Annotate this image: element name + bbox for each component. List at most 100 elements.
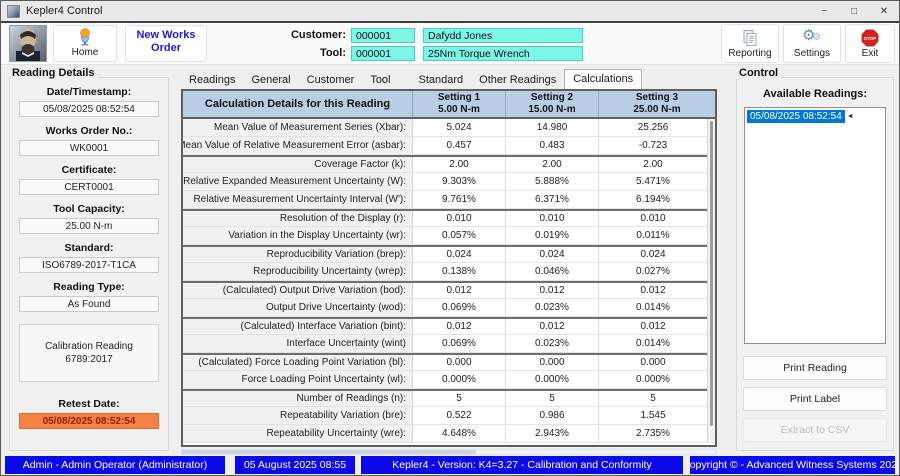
row-label: Reproducibility Uncertainty (wrep): xyxy=(183,263,413,280)
reading-list-item[interactable]: 05/08/2025 08:52:54 xyxy=(747,110,845,123)
row-value: 0.483 xyxy=(506,137,599,154)
horizontal-scrollbar[interactable] xyxy=(181,449,717,455)
row-label: Output Drive Uncertainty (wod): xyxy=(183,299,413,316)
row-value: 4.648% xyxy=(413,425,506,442)
row-value: 0.024 xyxy=(506,247,599,262)
row-value: 0.024 xyxy=(640,249,666,260)
tab-standard[interactable]: Standard xyxy=(418,74,464,86)
reading-field-label: Reading Type: xyxy=(53,281,125,293)
row-value: 5 xyxy=(650,393,656,404)
row-value: 0.019% xyxy=(506,227,599,244)
status-segment-0: Admin - Admin Operator (Administrator) xyxy=(5,456,225,474)
status-segment-2: Kepler4 - Version: K4=3.27 - Calibration… xyxy=(361,456,683,474)
row-value: 2.00 xyxy=(506,157,599,172)
table-row: Relative Expanded Measurement Uncertaint… xyxy=(183,173,707,191)
row-value: 6.371% xyxy=(506,191,599,208)
vertical-scrollbar-thumb[interactable] xyxy=(710,121,713,426)
table-row: Output Drive Uncertainty (wod): 0.069% 0.0… xyxy=(183,299,707,317)
row-value: 0.000 xyxy=(413,355,506,370)
row-label: Repeatability Uncertainty (wre): xyxy=(183,425,413,442)
row-value: 5.888% xyxy=(506,173,599,190)
title-bar: Kepler4 Control − □ ✕ xyxy=(1,1,899,21)
status-bar: Admin - Admin Operator (Administrator) 05… xyxy=(1,455,899,475)
reading-details-panel: Date/Timestamp: 05/08/2025 08:52:54 Works … xyxy=(9,77,169,451)
row-value: 0.012 xyxy=(506,283,599,298)
tab-general[interactable]: General xyxy=(251,74,291,86)
tab-other-readings[interactable]: Other Readings xyxy=(479,74,557,86)
print-reading-button[interactable]: Print Reading xyxy=(743,356,887,380)
reading-details-fields: Date/Timestamp: 05/08/2025 08:52:54 Works … xyxy=(10,86,168,312)
reading-field-label: Works Order No.: xyxy=(45,125,133,137)
row-value: 0.027% xyxy=(636,266,670,277)
row-value: 0.010 xyxy=(506,211,599,226)
row-value: 0.000 xyxy=(640,357,666,368)
calibration-note-line1: Calibration Reading xyxy=(45,341,133,352)
reading-field-value: CERT0001 xyxy=(19,179,159,195)
table-row: Force Loading Point Uncertainty (wl): 0.0… xyxy=(183,371,707,389)
tab-tool[interactable]: Tool xyxy=(370,74,391,86)
row-value: 2.00 xyxy=(413,157,506,172)
row-label: Number of Readings (n): xyxy=(183,391,413,406)
row-label: Variation in the Display Uncertainty (wr… xyxy=(183,227,413,244)
row-label: (Calculated) Interface Variation (bint): xyxy=(183,319,413,334)
row-value: 2.735% xyxy=(636,428,670,439)
customer-code-field[interactable]: 000001 xyxy=(351,28,415,43)
row-value: 0.012 xyxy=(640,321,666,332)
row-label: Interface Uncertainty (wint) xyxy=(183,335,413,352)
table-row: (Calculated) Force Loading Point Variati… xyxy=(183,353,707,371)
available-readings-listbox[interactable]: 05/08/2025 08:52:54 ◄ xyxy=(744,107,886,344)
tool-code-field[interactable]: 000001 xyxy=(351,46,415,61)
row-value: 5 xyxy=(413,391,506,406)
row-label: (Calculated) Force Loading Point Variati… xyxy=(183,355,413,370)
row-value: 14.980 xyxy=(506,119,599,136)
tab-customer[interactable]: Customer xyxy=(306,74,355,86)
maximize-button[interactable]: □ xyxy=(850,5,858,17)
table-row: Variation in the Display Uncertainty (wr… xyxy=(183,227,707,245)
reading-field-value: 25.00 N-m xyxy=(19,218,159,234)
row-value: 6.194% xyxy=(636,194,670,205)
toolbar: Home New Works Order Customer: Tool: 000… xyxy=(1,23,899,65)
window-title: Kepler4 Control xyxy=(26,5,103,17)
exit-label: Exit xyxy=(861,48,879,59)
horizontal-scrollbar-thumb[interactable] xyxy=(182,450,476,454)
extract-to-csv-button: Extract to CSV xyxy=(743,418,887,442)
row-value: 0.010 xyxy=(640,213,666,224)
retest-date-label: Retest Date: xyxy=(58,398,120,410)
close-button[interactable]: ✕ xyxy=(879,5,889,17)
tab-calculations[interactable]: Calculations xyxy=(564,69,643,89)
row-value: 0.986 xyxy=(506,407,599,424)
minimize-button[interactable]: − xyxy=(821,5,827,17)
row-value: 0.012 xyxy=(413,319,506,334)
calc-table-header: Calculation Details for this Reading Set… xyxy=(183,91,715,119)
row-value: 0.057% xyxy=(413,227,506,244)
table-vertical-scrollbar[interactable] xyxy=(707,119,715,443)
control-panel: Available Readings: 05/08/2025 08:52:54 ◄… xyxy=(736,77,894,451)
row-value: 2.00 xyxy=(643,159,663,170)
exit-button[interactable]: STOP Exit xyxy=(845,24,895,63)
row-label: Relative Measurement Uncertainty Interva… xyxy=(183,191,413,208)
row-value: 0.023% xyxy=(506,335,599,352)
reporting-button[interactable]: Reporting xyxy=(721,24,779,63)
row-value: 0.069% xyxy=(413,299,506,316)
home-icon xyxy=(75,27,95,47)
row-label: Force Loading Point Uncertainty (wl): xyxy=(183,371,413,388)
settings-button[interactable]: ⚙ ⚙ Settings xyxy=(783,24,841,63)
setting-column-header: Setting 2 15.00 N-m xyxy=(506,91,599,117)
row-label: Mean Value of Relative Measurement Error… xyxy=(183,137,413,154)
tab-readings[interactable]: Readings xyxy=(189,74,236,86)
home-button[interactable]: Home xyxy=(53,25,117,62)
tool-name-field[interactable]: 25Nm Torque Wrench xyxy=(423,46,583,61)
row-value: 0.069% xyxy=(413,335,506,352)
control-title: Control xyxy=(736,67,782,79)
table-row: Reproducibility Uncertainty (wrep): 0.138… xyxy=(183,263,707,281)
svg-text:STOP: STOP xyxy=(864,36,876,41)
customer-name-field[interactable]: Dafydd Jones xyxy=(423,28,583,43)
new-works-order-button[interactable]: New Works Order xyxy=(125,25,207,62)
row-label: Coverage Factor (k): xyxy=(183,157,413,172)
reporting-icon xyxy=(740,28,760,48)
reporting-label: Reporting xyxy=(728,48,772,59)
print-label-button[interactable]: Print Label xyxy=(743,387,887,411)
row-value: 0.024 xyxy=(413,247,506,262)
row-value: 5 xyxy=(506,391,599,406)
